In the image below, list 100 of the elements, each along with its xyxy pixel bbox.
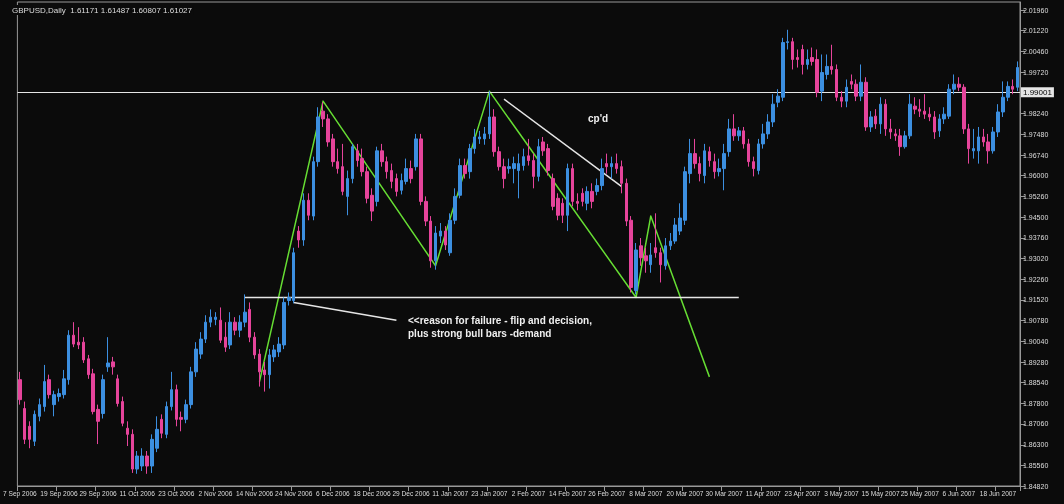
candlestick: [106, 336, 110, 373]
candlestick: [458, 158, 462, 199]
candlestick: [840, 90, 843, 108]
candlestick: [488, 90, 491, 140]
candlestick: [101, 374, 105, 420]
candlestick: [830, 44, 833, 75]
candlestick: [33, 409, 36, 447]
candlestick: [845, 78, 848, 108]
candlestick: [928, 106, 931, 122]
candlestick: [742, 126, 745, 150]
candlestick: [703, 143, 706, 184]
candlestick: [224, 321, 227, 353]
candlestick: [126, 420, 129, 447]
candlestick: [414, 133, 418, 172]
candlestick: [43, 364, 46, 413]
candlestick: [77, 326, 80, 350]
candlestick: [390, 163, 393, 189]
candlestick: [351, 143, 354, 184]
candlestick: [898, 128, 902, 157]
candlestick: [258, 348, 261, 388]
candlestick: [566, 163, 569, 232]
candlestick: [248, 301, 251, 343]
candlestick: [463, 158, 467, 180]
candlestick: [527, 138, 530, 167]
candlestick: [659, 247, 662, 283]
candlestick: [111, 356, 115, 376]
candlestick: [869, 110, 873, 133]
candlestick: [727, 118, 731, 158]
candlestick: [214, 311, 217, 326]
candlestick: [439, 222, 442, 244]
annotation: <<reason for failure - flip and decision, plus strong bull bars -demand: [408, 315, 593, 339]
candlestick: [532, 153, 535, 189]
candlestick: [605, 153, 608, 175]
candlestick: [131, 428, 134, 474]
annotation: cp'd: [588, 113, 609, 124]
candlestick: [977, 126, 980, 165]
candlestick: [854, 78, 858, 102]
candlestick: [341, 143, 344, 196]
candlestick: [253, 331, 256, 360]
candlestick: [806, 48, 809, 70]
candlestick: [737, 126, 741, 142]
candlestick: [1011, 78, 1014, 95]
candlestick: [1016, 60, 1019, 92]
candlestick: [47, 374, 51, 400]
candlestick: [38, 398, 41, 422]
candlestick: [708, 146, 711, 168]
candlestick: [170, 371, 173, 411]
candlestick: [219, 306, 222, 344]
candlestick: [483, 126, 486, 146]
candlestick: [116, 374, 119, 408]
candlestick: [375, 146, 379, 207]
candlestick: [889, 118, 892, 140]
candlestick: [791, 37, 794, 70]
candlestick: [796, 48, 799, 69]
candlestick: [228, 311, 232, 350]
candlestick: [747, 138, 750, 168]
candlestick: [434, 225, 437, 271]
candlestick: [590, 182, 594, 209]
candlestick: [571, 163, 574, 207]
candlestick: [478, 130, 481, 145]
candlestick: [537, 138, 540, 182]
candlestick: [585, 185, 589, 211]
candlestick: [23, 401, 26, 445]
candlestick: [209, 308, 212, 328]
candlestick: [28, 420, 31, 449]
candlestick: [879, 96, 882, 135]
candlestick: [634, 242, 638, 295]
candlestick: [933, 110, 936, 140]
candlestick: [307, 192, 310, 221]
candlestick: [444, 225, 447, 251]
candlestick: [752, 156, 755, 177]
candlestick: [409, 160, 413, 184]
candlestick: [72, 321, 75, 348]
candlestick: [923, 93, 926, 120]
candlestick: [576, 192, 579, 211]
candlestick: [522, 148, 525, 172]
candlestick: [395, 173, 398, 197]
candlestick: [913, 96, 917, 115]
candlestick: [864, 76, 868, 132]
candlestick: [986, 133, 990, 165]
candlestick: [713, 153, 716, 180]
candlestick: [859, 63, 863, 102]
candlestick: [346, 170, 349, 216]
ref-line-label: 1.99001: [1023, 87, 1053, 97]
candlestick: [165, 401, 168, 439]
candlestick: [835, 63, 838, 102]
candlestick: [297, 225, 300, 249]
candlestick: [302, 192, 305, 247]
candlestick: [620, 160, 623, 194]
candlestick: [581, 187, 584, 207]
candlestick: [233, 316, 237, 336]
candlestick: [82, 336, 85, 364]
candlestick: [263, 361, 266, 393]
candlestick: [610, 156, 613, 180]
candlestick: [654, 212, 657, 259]
line-series: [258, 90, 711, 383]
candlestick: [732, 113, 736, 142]
candlestick: [160, 413, 163, 439]
candlestick: [18, 371, 22, 406]
candlestick: [145, 450, 149, 475]
